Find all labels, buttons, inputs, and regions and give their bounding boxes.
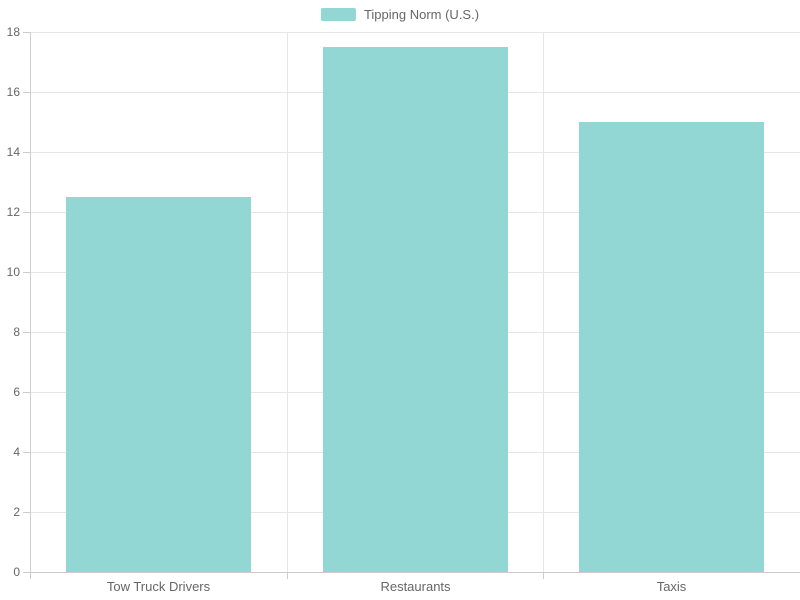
bar-restaurants[interactable] xyxy=(323,47,508,572)
y-axis-label: 8 xyxy=(13,325,20,339)
y-axis-tick xyxy=(23,152,30,153)
gridline-horizontal xyxy=(30,32,800,33)
y-axis-label: 6 xyxy=(13,385,20,399)
x-axis-label-taxis: Taxis xyxy=(656,579,687,594)
y-axis-line xyxy=(30,32,31,579)
y-axis-tick xyxy=(23,572,30,573)
y-axis-label: 14 xyxy=(6,145,20,159)
gridline-vertical xyxy=(287,32,288,572)
y-axis-label: 12 xyxy=(6,205,20,219)
y-axis-tick xyxy=(23,452,30,453)
x-axis-tick xyxy=(287,572,288,579)
bar-taxis[interactable] xyxy=(579,122,764,572)
y-axis-label: 2 xyxy=(13,505,20,519)
legend-item[interactable]: Tipping Norm (U.S.) xyxy=(320,7,480,22)
y-axis-label: 10 xyxy=(6,265,20,279)
y-axis-label: 16 xyxy=(6,85,20,99)
y-axis-tick xyxy=(23,92,30,93)
y-axis-label: 18 xyxy=(6,25,20,39)
x-axis-tick xyxy=(543,572,544,579)
x-axis-label-restaurants: Restaurants xyxy=(380,579,451,594)
y-axis-tick xyxy=(23,212,30,213)
y-axis-tick xyxy=(23,332,30,333)
y-axis-tick xyxy=(23,512,30,513)
legend-swatch-icon xyxy=(320,8,356,21)
y-axis-tick xyxy=(23,272,30,273)
x-axis-line xyxy=(30,572,800,573)
legend-label: Tipping Norm (U.S.) xyxy=(363,7,480,22)
gridline-vertical xyxy=(543,32,544,572)
y-axis-label: 4 xyxy=(13,445,20,459)
bar-tow-truck-drivers[interactable] xyxy=(66,197,251,572)
y-axis-tick xyxy=(23,32,30,33)
plot-area xyxy=(23,32,800,579)
y-axis-label: 0 xyxy=(13,565,20,579)
y-axis-tick xyxy=(23,392,30,393)
x-axis-label-tow-truck-drivers: Tow Truck Drivers xyxy=(106,579,211,594)
